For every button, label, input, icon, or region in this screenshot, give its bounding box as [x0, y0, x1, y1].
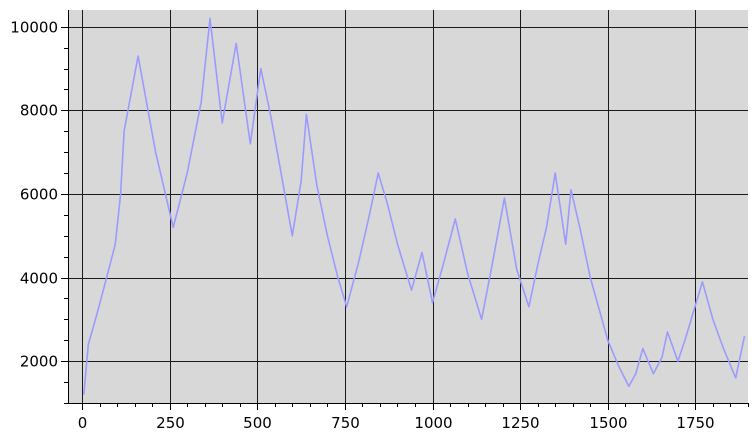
x-tick-label: 250 [156, 414, 185, 432]
y-tick-label: 2000 [20, 353, 58, 371]
y-tick-label: 8000 [20, 102, 58, 120]
x-tick-label: 1000 [414, 414, 452, 432]
x-tick-label: 750 [331, 414, 360, 432]
y-tick-label: 10000 [10, 19, 58, 37]
plot-area [68, 10, 748, 403]
y-tick-label: 6000 [20, 186, 58, 204]
y-axis-ticks: 2000 4000 6000 8000 10000 [10, 19, 68, 404]
axes [68, 10, 748, 404]
x-tick-label: 1250 [501, 414, 539, 432]
x-axis-ticks: 0 250 500 750 1000 1250 1500 1750 [78, 403, 749, 432]
y-tick-label: 4000 [20, 270, 58, 288]
x-tick-label: 0 [78, 414, 88, 432]
x-tick-label: 1750 [676, 414, 714, 432]
x-tick-label: 1500 [589, 414, 627, 432]
series-line [83, 17, 746, 395]
x-tick-label: 500 [243, 414, 272, 432]
